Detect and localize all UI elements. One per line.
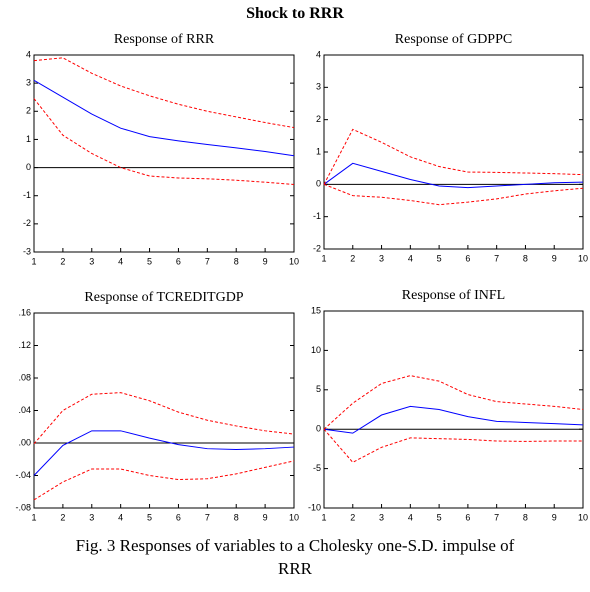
x-tick-label: 5	[147, 512, 152, 522]
plot-frame	[33, 54, 295, 253]
response-line	[33, 79, 295, 157]
y-tick-label: -1	[23, 190, 31, 200]
response-line	[33, 460, 295, 501]
x-tick-label: 8	[234, 512, 239, 522]
x-tick-label: 2	[350, 253, 355, 263]
x-tick-label: 1	[31, 512, 36, 522]
y-tick-label: 4	[26, 49, 31, 59]
response-line	[323, 128, 584, 185]
response-line	[323, 428, 583, 463]
response-line	[323, 183, 584, 206]
x-tick-label: 4	[408, 253, 413, 263]
y-tick-label: 0	[316, 179, 321, 189]
x-tick-label: 1	[321, 512, 326, 522]
x-tick-label: 5	[437, 253, 442, 263]
y-tick-label: 1	[26, 134, 31, 144]
x-tick-label: 4	[408, 512, 413, 522]
y-tick-label: 1	[316, 146, 321, 156]
x-tick-label: 9	[552, 512, 557, 522]
y-tick-label: 2	[26, 106, 31, 116]
x-tick-label: 9	[552, 253, 557, 263]
x-tick-label: 3	[89, 256, 94, 266]
response-line	[33, 98, 295, 185]
y-tick-label: 15	[311, 305, 321, 315]
y-tick-label: 10	[311, 345, 321, 355]
x-tick-label: 10	[289, 512, 299, 522]
x-tick-label: 8	[523, 253, 528, 263]
response-line	[323, 375, 584, 430]
x-tick-label: 4	[118, 512, 123, 522]
y-tick-label: 0	[26, 162, 31, 172]
figure-title: Shock to RRR	[246, 5, 344, 22]
y-tick-label: 3	[316, 82, 321, 92]
plot-frame	[323, 310, 584, 509]
x-tick-label: 2	[60, 512, 65, 522]
y-tick-label: 3	[26, 78, 31, 88]
response-line	[33, 57, 295, 129]
response-line	[323, 405, 584, 434]
x-tick-label: 5	[437, 512, 442, 522]
x-tick-label: 4	[118, 256, 123, 266]
y-tick-label: 5	[316, 384, 321, 394]
x-tick-label: 9	[263, 512, 268, 522]
x-tick-label: 7	[205, 512, 210, 522]
response-line	[33, 430, 295, 476]
x-tick-label: 3	[379, 253, 384, 263]
y-tick-label: -3	[23, 246, 31, 256]
x-tick-label: 10	[578, 512, 588, 522]
y-tick-label: 0	[316, 424, 321, 434]
y-tick-label: -1	[313, 211, 321, 221]
x-tick-label: 6	[465, 253, 470, 263]
response-line	[323, 162, 584, 189]
y-tick-label: 2	[316, 114, 321, 124]
plot-frame	[323, 54, 584, 250]
x-tick-label: 3	[379, 512, 384, 522]
x-tick-label: 9	[263, 256, 268, 266]
y-tick-label: .08	[18, 372, 31, 382]
subplot-title: Response of INFL	[402, 288, 505, 303]
x-tick-label: 6	[176, 256, 181, 266]
x-tick-label: 7	[205, 256, 210, 266]
x-tick-label: 2	[350, 512, 355, 522]
x-tick-label: 1	[321, 253, 326, 263]
subplot-title: Response of GDPPC	[395, 32, 512, 47]
x-tick-label: 10	[578, 253, 588, 263]
x-tick-label: 6	[465, 512, 470, 522]
x-tick-label: 6	[176, 512, 181, 522]
y-tick-label: -5	[313, 463, 321, 473]
x-tick-label: 8	[523, 512, 528, 522]
x-tick-label: 2	[60, 256, 65, 266]
y-tick-label: .16	[18, 307, 31, 317]
y-tick-label: .12	[18, 340, 31, 350]
caption: Fig. 3 Responses of variables to a Chole…	[76, 536, 515, 555]
y-tick-label: -.08	[15, 502, 31, 512]
y-tick-label: -2	[313, 243, 321, 253]
x-tick-label: 8	[234, 256, 239, 266]
y-tick-label: .04	[18, 405, 31, 415]
caption: RRR	[278, 559, 313, 578]
y-tick-label: 4	[316, 49, 321, 59]
x-tick-label: 10	[289, 256, 299, 266]
plot-frame	[33, 312, 295, 509]
x-tick-label: 3	[89, 512, 94, 522]
subplot-title: Response of RRR	[114, 32, 215, 47]
y-tick-label: .00	[18, 437, 31, 447]
x-tick-label: 7	[494, 253, 499, 263]
y-tick-label: -10	[308, 502, 321, 512]
response-line	[33, 392, 295, 445]
x-tick-label: 1	[31, 256, 36, 266]
x-tick-label: 7	[494, 512, 499, 522]
subplot-title: Response of TCREDITGDP	[84, 290, 243, 305]
x-tick-label: 5	[147, 256, 152, 266]
y-tick-label: -2	[23, 218, 31, 228]
y-tick-label: -.04	[15, 470, 31, 480]
